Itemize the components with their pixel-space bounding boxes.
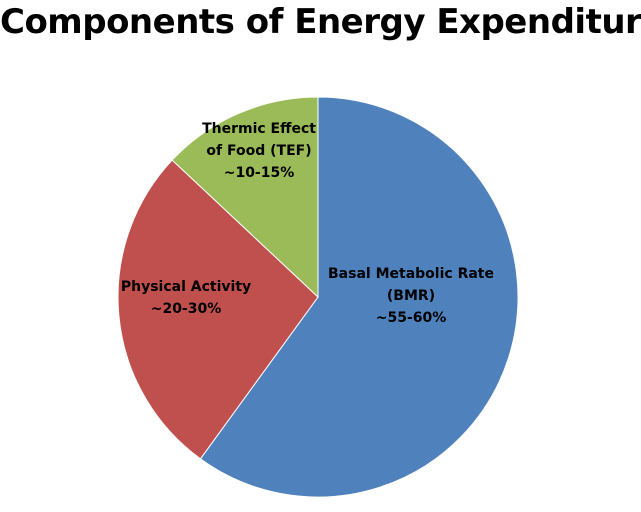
slice-label-line: (BMR)	[387, 288, 435, 304]
pie-labels: Basal Metabolic Rate (BMR) ~55-60% Physical…	[121, 121, 494, 326]
slice-label-line: Thermic Effect	[202, 121, 316, 137]
slice-label-line: ~10-15%	[224, 165, 295, 181]
pie-slice-1	[199, 96, 519, 498]
slice-label-line: Physical Activity	[121, 279, 251, 295]
slice-label-line: Basal Metabolic Rate	[328, 266, 494, 282]
slice-label-2: Physical Activity ~20-30%	[121, 279, 251, 317]
pie-slice-3	[171, 96, 319, 299]
slice-label-line: of Food (TEF)	[206, 143, 311, 159]
slice-label-line: ~20-30%	[151, 301, 222, 317]
slice-label-line: ~55-60%	[376, 310, 447, 326]
slice-label-1: Basal Metabolic Rate (BMR) ~55-60%	[328, 266, 494, 326]
pie-slice-2	[117, 159, 319, 460]
slice-label-3: Thermic Effect of Food (TEF) ~10-15%	[202, 121, 316, 181]
chart-title: Components of Energy Expenditure	[0, 2, 641, 42]
pie-slices	[117, 96, 519, 498]
